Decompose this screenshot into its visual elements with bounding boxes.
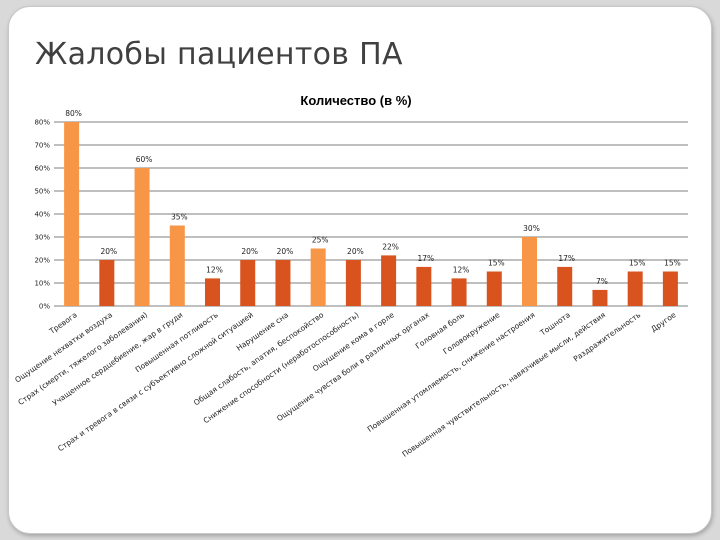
data-label: 17% [558,254,575,263]
bar [345,260,361,306]
category-label: Страх (смерти, тяжелого заболевания) [16,310,149,407]
data-label: 20% [241,247,258,256]
y-tick-label: 30% [34,234,50,242]
data-label: 20% [347,247,364,256]
data-labels: 80% 20% 60% 35% 12% 20% 20% 25% 20% 22% 17% 12% 15% 3… [65,109,680,286]
data-label: 15% [629,259,646,268]
bar [416,266,432,306]
y-tick-label: 0% [39,303,50,311]
bar [169,225,185,306]
data-label: 20% [277,247,294,256]
bar [381,255,397,306]
bar [486,271,502,306]
category-label: Тревога [47,310,79,336]
data-label: 12% [206,265,223,274]
y-tick-label: 60% [34,165,50,173]
data-label: 7% [596,277,608,286]
y-axis-ticks: 0% 10% 20% 30% 40% 50% 60% 70% 80% [34,119,50,311]
bar [275,260,291,306]
bar [240,260,256,306]
bar [99,260,115,306]
slide-title: Жалобы пациентов ПА [35,37,403,72]
bar [64,122,80,306]
bar [310,248,326,306]
y-tick-label: 40% [34,211,50,219]
data-label: 15% [664,259,681,268]
category-label: Общая слабость, апатия, беспокойство [192,310,326,407]
data-label: 60% [136,155,153,164]
bar [134,168,150,306]
data-label: 35% [171,213,188,222]
category-label: Другое [649,310,678,334]
y-tick-label: 20% [34,257,50,265]
y-tick-label: 80% [34,119,50,127]
bar [662,271,678,306]
y-tick-label: 70% [34,142,50,150]
bars [64,122,678,306]
bar [522,237,537,306]
bar [592,289,608,306]
data-label: 25% [312,236,329,245]
bar [557,266,573,306]
bar [627,271,643,306]
data-label: 12% [453,265,470,274]
data-label: 80% [65,109,82,118]
category-label: Раздражительность [572,310,643,363]
y-tick-label: 10% [34,280,50,288]
bar [451,278,467,306]
grid-lines [54,121,688,307]
y-tick-label: 50% [34,188,50,196]
bar [205,278,220,306]
data-label: 20% [100,247,117,256]
data-label: 30% [523,224,540,233]
chart-title: Количество (в %) [300,93,411,108]
data-label: 17% [417,254,434,263]
data-label: 15% [488,259,505,268]
data-label: 22% [382,242,399,251]
category-label: Учащенное сердцебиение, жар в груди [51,310,185,407]
